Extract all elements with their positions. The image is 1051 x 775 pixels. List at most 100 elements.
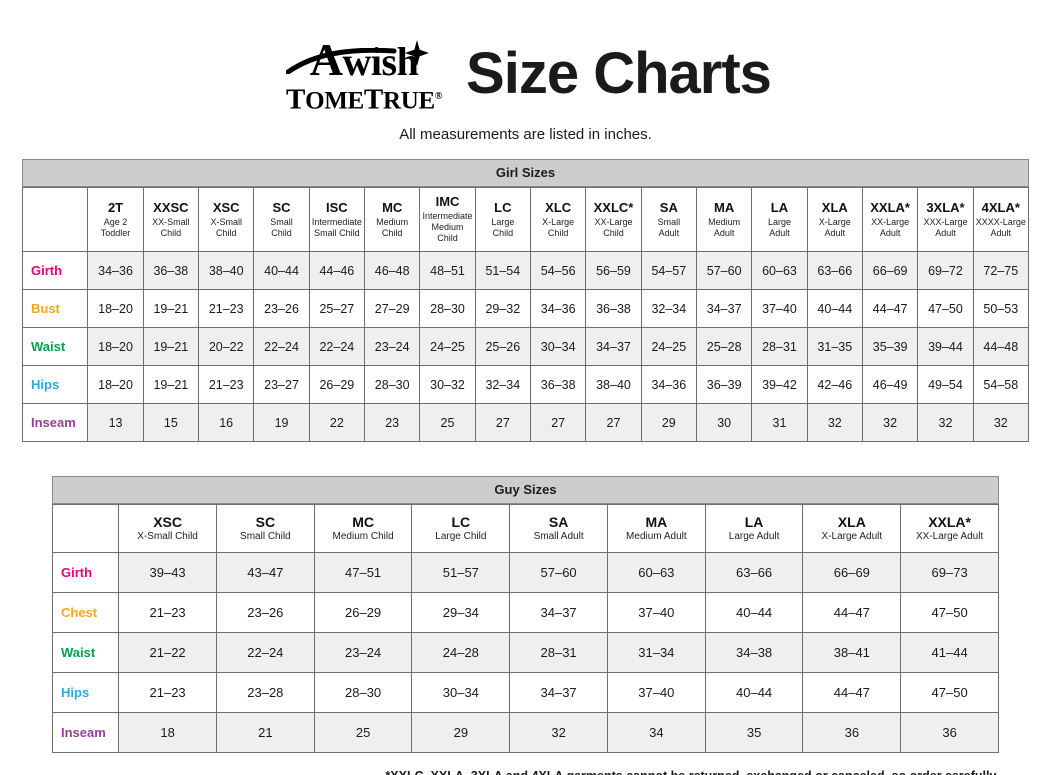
page-title: Size Charts — [466, 41, 772, 106]
measurement-cell: 50–53 — [972, 289, 1030, 328]
guy-size-code: MA — [645, 514, 668, 530]
guy-size-column-header: XSC X-Small Child — [118, 504, 217, 553]
measurement-cell: 13 — [87, 403, 144, 442]
measurement-cell: 60–63 — [606, 552, 706, 593]
measurement-cell: 22 — [308, 403, 366, 442]
measurement-cell: 34–36 — [529, 289, 587, 328]
measurement-row-label: Hips — [21, 365, 89, 404]
measurement-cell: 44–48 — [972, 327, 1030, 366]
measurement-cell: 25–27 — [308, 289, 366, 328]
girl-size-column-header: XXLA* XX-Large Adult — [861, 187, 919, 252]
measurement-cell: 38–40 — [585, 365, 642, 404]
girl-size-code: MA — [714, 199, 735, 215]
measurement-cell: 47–50 — [900, 672, 999, 713]
girl-size-code: ISC — [326, 199, 348, 215]
guy-table-banner-row: Guy Sizes — [52, 476, 999, 504]
girl-size-description: Intermediate Medium Child — [422, 211, 473, 243]
measurement-cell: 32 — [917, 403, 974, 442]
measurement-cell: 22–24 — [253, 327, 310, 366]
table-row: Hips 18–20 19–21 21–23 23–27 26–29 28–30 30–32 3… — [21, 365, 1030, 404]
measurement-cell: 47–50 — [917, 289, 974, 328]
measurement-cell: 36 — [802, 712, 902, 753]
girl-size-description: XX-Large Child — [594, 216, 633, 238]
measurement-cell: 19–21 — [142, 289, 200, 328]
girl-size-column-header: 4XLA* XXXX-Large Adult — [972, 187, 1030, 252]
measurement-cell: 57–60 — [695, 251, 753, 290]
measurement-cell: 21–23 — [118, 592, 217, 633]
girl-size-description: X-Large Child — [542, 216, 575, 238]
table-row: Hips 21–23 23–28 28–30 30–34 34–37 37–40 40–44 4… — [51, 672, 999, 713]
measurement-cell: 36–38 — [585, 289, 642, 328]
girl-size-code: IMC — [435, 194, 460, 209]
measurement-cell: 34–37 — [509, 672, 608, 713]
measurement-cell: 21–23 — [198, 289, 255, 328]
table-row: Girth 34–36 36–38 38–40 40–44 44–46 46–48 48–51… — [21, 251, 1030, 290]
measurement-cell: 15 — [142, 403, 200, 442]
star-icon — [405, 40, 430, 66]
guy-size-description: XX-Large Adult — [915, 531, 984, 542]
measurement-cell: 19–21 — [142, 365, 200, 404]
measurement-cell: 23 — [364, 403, 421, 442]
guy-size-code: SC — [255, 514, 276, 530]
table-spacer — [0, 442, 1051, 476]
measurement-cell: 37–40 — [606, 592, 706, 633]
girl-sizes-section: Girl Sizes 2T Age 2 Toddler XXSC XX-Small Chi… — [0, 159, 1051, 442]
guy-size-code: SA — [548, 514, 569, 530]
girl-table-banner-row: Girl Sizes — [22, 159, 1029, 187]
measurement-cell: 18–20 — [87, 365, 144, 404]
measurement-cell: 46–48 — [364, 251, 421, 290]
measurement-cell: 18–20 — [87, 289, 144, 328]
measurement-cell: 29–32 — [474, 289, 532, 328]
measurement-cell: 54–58 — [972, 365, 1030, 404]
girl-header-row: 2T Age 2 Toddler XXSC XX-Small Child XSC X-Smal… — [21, 187, 1030, 252]
guy-size-description: X-Large Adult — [821, 531, 883, 542]
girl-size-code: XXLA* — [870, 199, 910, 215]
measurement-cell: 26–29 — [308, 365, 366, 404]
guy-sizes-grid: XSC X-Small Child SC Small Child MC Medium Ch… — [51, 504, 999, 753]
guy-size-column-header: SC Small Child — [215, 504, 315, 553]
measurement-cell: 21–23 — [118, 672, 217, 713]
measurement-cell: 28–30 — [419, 289, 476, 328]
guy-size-column-header: LC Large Child — [411, 504, 511, 553]
measurement-cell: 31–34 — [606, 632, 706, 673]
girl-size-code: XLC — [545, 199, 572, 215]
girl-size-code: MC — [382, 199, 403, 215]
measurement-cell: 23–24 — [364, 327, 421, 366]
girl-size-description: Age 2 Toddler — [100, 216, 131, 238]
measurement-cell: 32 — [509, 712, 608, 753]
measurement-cell: 18–20 — [87, 327, 144, 366]
measurement-row-label: Hips — [51, 672, 120, 713]
measurement-cell: 23–28 — [215, 672, 315, 713]
girl-size-description: Small Child — [270, 216, 293, 238]
swoosh-icon — [286, 48, 397, 74]
measurement-cell: 31–35 — [806, 327, 863, 366]
girl-size-column-header: XXSC XX-Small Child — [142, 187, 200, 252]
guy-table-body: Girth 39–43 43–47 47–51 51–57 57–60 60–63 63–66… — [51, 552, 999, 753]
girl-size-description: Large Adult — [767, 216, 791, 238]
measurement-cell: 30–32 — [419, 365, 476, 404]
guy-size-description: Small Adult — [533, 531, 584, 542]
measurement-cell: 18 — [118, 712, 217, 753]
measurement-row-label: Inseam — [51, 712, 120, 753]
table-row: Waist 18–20 19–21 20–22 22–24 22–24 23–24 24–25… — [21, 327, 1030, 366]
measurement-cell: 22–24 — [215, 632, 315, 673]
girl-size-description: Large Child — [491, 216, 515, 238]
measurement-cell: 43–47 — [215, 552, 315, 593]
measurement-cell: 40–44 — [806, 289, 863, 328]
measurement-cell: 39–43 — [118, 552, 217, 593]
measurement-cell: 16 — [198, 403, 255, 442]
guy-size-code: XXLA* — [928, 514, 971, 530]
measurement-cell: 63–66 — [806, 251, 863, 290]
measurement-cell: 24–28 — [411, 632, 511, 673]
measurement-cell: 39–44 — [917, 327, 974, 366]
measurement-cell: 35–39 — [861, 327, 919, 366]
measurement-cell: 54–57 — [640, 251, 697, 290]
girl-size-column-header: MC Medium Child — [364, 187, 421, 252]
measurement-cell: 72–75 — [972, 251, 1030, 290]
measurement-cell: 26–29 — [313, 592, 413, 633]
measurement-cell: 28–31 — [509, 632, 608, 673]
measurement-cell: 27 — [474, 403, 532, 442]
measurement-cell: 60–63 — [751, 251, 808, 290]
girl-size-column-header: ISC Intermediate Small Child — [308, 187, 366, 252]
